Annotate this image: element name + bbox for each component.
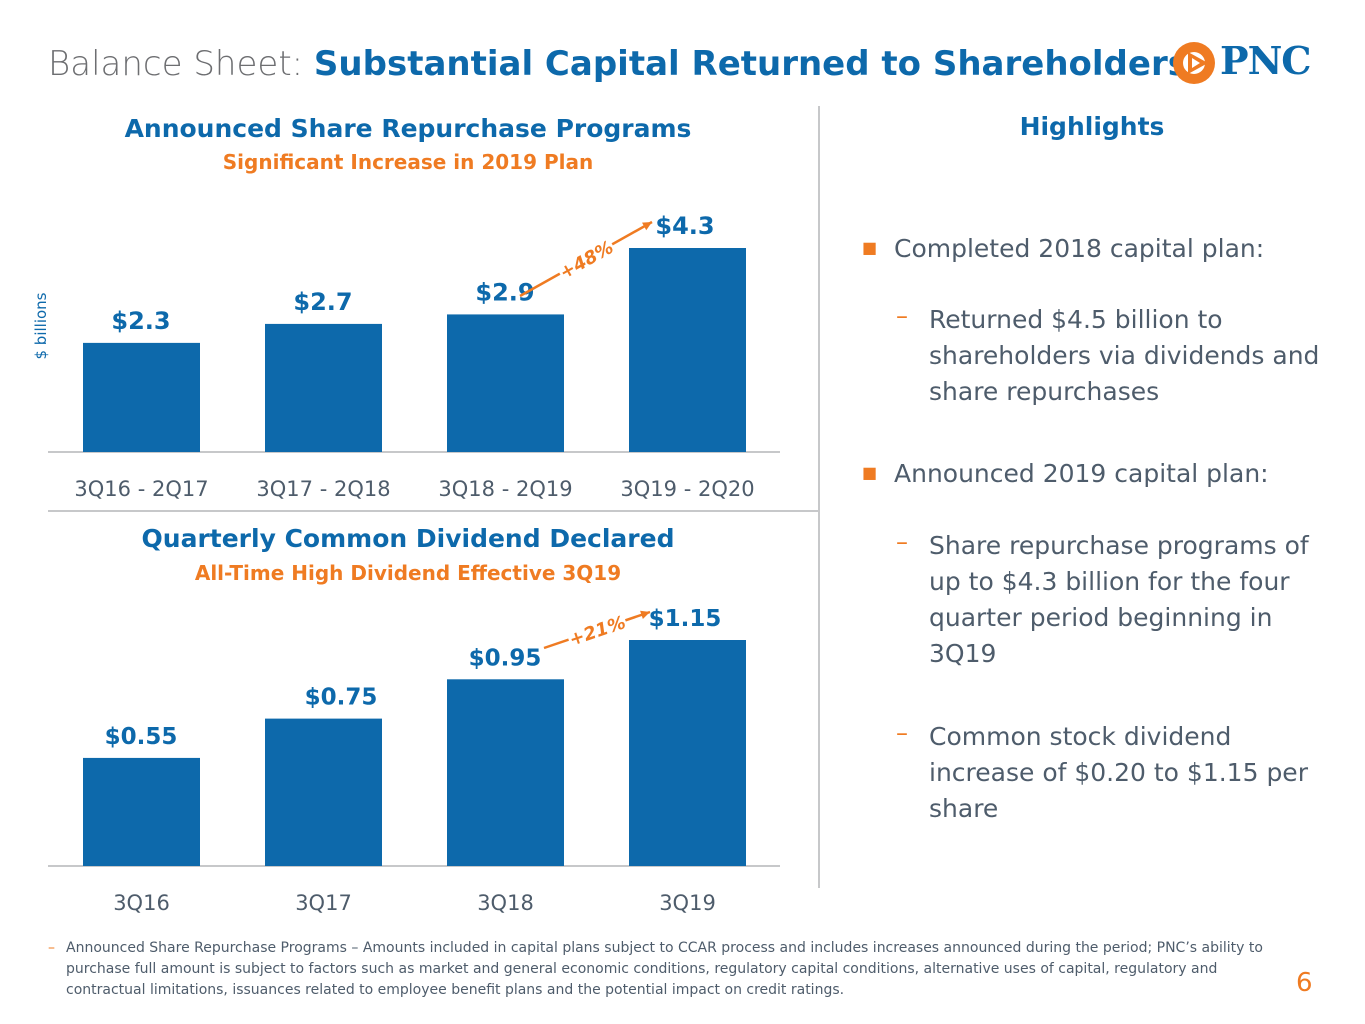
chart2-title: Quarterly Common Dividend Declared xyxy=(141,524,675,553)
title-main: Substantial Capital Returned to Sharehol… xyxy=(313,44,1188,84)
tick-label-3: 3Q19 xyxy=(659,891,716,915)
growth-arrow-head-icon xyxy=(640,610,650,620)
tick-label-1: 3Q17 xyxy=(295,891,352,915)
highlight-bullet-2-sub-2: Common stock dividend increase of $0.20 … xyxy=(929,722,1308,823)
growth-label-background xyxy=(553,233,619,285)
bar-0 xyxy=(83,757,200,866)
footnote-dash-icon: – xyxy=(48,940,55,956)
data-label-1: $0.75 xyxy=(305,685,378,711)
tick-label-2: 3Q18 - 2Q19 xyxy=(438,477,572,501)
bar-3 xyxy=(629,248,746,452)
title-prefix: Balance Sheet: xyxy=(48,44,304,84)
bar-0 xyxy=(83,342,200,452)
footnote: Announced Share Repurchase Programs – Am… xyxy=(66,940,1263,998)
growth-label-background xyxy=(564,608,630,652)
bar-1 xyxy=(265,323,382,452)
bullet-square-icon: ■ xyxy=(862,238,878,257)
data-label-2: $0.95 xyxy=(469,645,542,671)
highlights-title: Highlights xyxy=(1019,112,1165,141)
page-number: 6 xyxy=(1296,968,1313,998)
y-axis-label: $ billions xyxy=(32,292,50,359)
data-label-0: $2.3 xyxy=(111,307,170,335)
chart2-subtitle: All-Time High Dividend Effective 3Q19 xyxy=(194,561,622,585)
tick-label-2: 3Q18 xyxy=(477,891,534,915)
highlight-bullet-2: Announced 2019 capital plan: xyxy=(894,459,1269,488)
dash-icon: – xyxy=(896,719,908,747)
tick-label-0: 3Q16 - 2Q17 xyxy=(74,477,208,501)
dash-icon: – xyxy=(896,528,908,556)
highlight-bullet-2-sub-1: Share repurchase programs of up to $4.3 … xyxy=(929,531,1309,668)
pnc-logo: PNC xyxy=(1168,38,1328,88)
horizontal-divider xyxy=(48,510,818,512)
highlight-bullet-1: Completed 2018 capital plan: xyxy=(894,234,1265,263)
data-label-0: $0.55 xyxy=(105,724,178,750)
bar-3 xyxy=(629,640,746,866)
tick-label-3: 3Q19 - 2Q20 xyxy=(620,477,754,501)
bullet-square-icon: ■ xyxy=(862,463,878,482)
chart1-subtitle: Significant Increase in 2019 Plan xyxy=(222,150,594,174)
logo-text: PNC xyxy=(1220,38,1312,83)
bar-2 xyxy=(447,314,564,452)
tick-label-1: 3Q17 - 2Q18 xyxy=(256,477,390,501)
bar-2 xyxy=(447,679,564,866)
dash-icon: – xyxy=(896,302,908,330)
highlight-bullet-1-sub-1: Returned $4.5 billion to shareholders vi… xyxy=(929,305,1320,406)
growth-arrow-head-icon xyxy=(642,222,652,231)
growth-annotation: +48% xyxy=(556,237,617,284)
chart1-title: Announced Share Repurchase Programs xyxy=(124,114,692,143)
bar-1 xyxy=(265,718,382,866)
data-label-3: $4.3 xyxy=(655,212,714,240)
data-label-1: $2.7 xyxy=(293,288,352,316)
pnc-logo-mark-icon xyxy=(1173,42,1215,84)
vertical-divider xyxy=(818,106,820,888)
page-title: Balance Sheet: Substantial Capital Retur… xyxy=(48,42,1188,86)
data-label-3: $1.15 xyxy=(649,606,722,632)
tick-label-0: 3Q16 xyxy=(113,891,170,915)
